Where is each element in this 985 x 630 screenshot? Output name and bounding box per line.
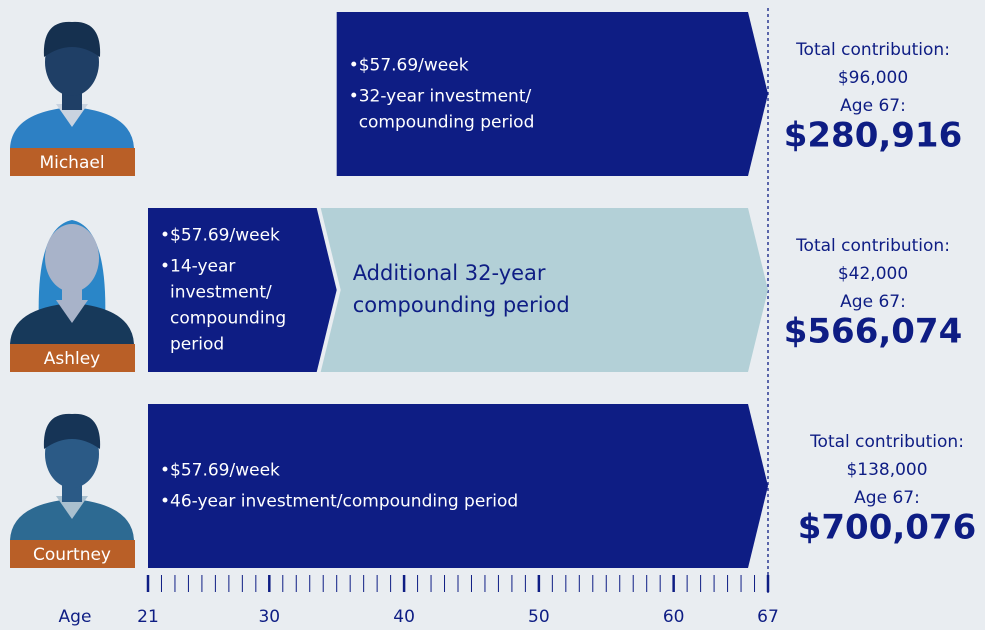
bullet-dot: • [160, 256, 170, 276]
period-arrow [321, 208, 768, 372]
x-tick-label: 40 [393, 607, 415, 627]
result-value: $566,074 [784, 312, 963, 352]
x-tick-label: 30 [258, 607, 280, 627]
bullet-text: $57.69/week [359, 55, 469, 75]
bullet-text: compounding period [359, 112, 535, 132]
total-label: Total contribution: [795, 236, 950, 256]
total-label: Total contribution: [795, 40, 950, 60]
bullet-text: $57.69/week [170, 225, 280, 245]
infographic: Age 213040506067Michael•$57.69/week•32-y… [0, 0, 985, 630]
result-label: Age 67: [840, 96, 906, 116]
bullet-dot: • [349, 86, 359, 106]
person-name: Courtney [33, 545, 111, 565]
bullet-text: investment/ [170, 282, 272, 302]
person-name: Michael [39, 153, 104, 173]
bullet-text: 32-year investment/ [359, 86, 532, 106]
bullet-dot: • [160, 460, 170, 480]
bullet-text: 14-year [170, 256, 235, 276]
bullet-text: $57.69/week [170, 460, 280, 480]
result-label: Age 67: [854, 488, 920, 508]
result-label: Age 67: [840, 292, 906, 312]
total-label: Total contribution: [809, 432, 964, 452]
bullet-text: 46-year investment/compounding period [170, 491, 518, 511]
total-value: $42,000 [838, 264, 908, 284]
x-tick-label: 60 [663, 607, 685, 627]
total-value: $138,000 [846, 460, 927, 480]
result-value: $280,916 [784, 116, 963, 156]
result-value: $700,076 [798, 508, 977, 548]
x-tick-label: 50 [528, 607, 550, 627]
head [45, 224, 99, 292]
total-value: $96,000 [838, 68, 908, 88]
bullet-dot: • [160, 225, 170, 245]
segment-text: compounding period [353, 293, 570, 317]
bullet-text: period [170, 334, 224, 354]
bullet-dot: • [349, 55, 359, 75]
period-arrow [148, 404, 768, 568]
bullet-text: compounding [170, 308, 286, 328]
segment-text: Additional 32-year [353, 261, 546, 285]
person-name: Ashley [44, 349, 101, 369]
x-tick-label: 21 [137, 607, 159, 627]
axis-label: Age [59, 607, 92, 627]
bullet-dot: • [160, 491, 170, 511]
x-tick-label: 67 [757, 607, 779, 627]
